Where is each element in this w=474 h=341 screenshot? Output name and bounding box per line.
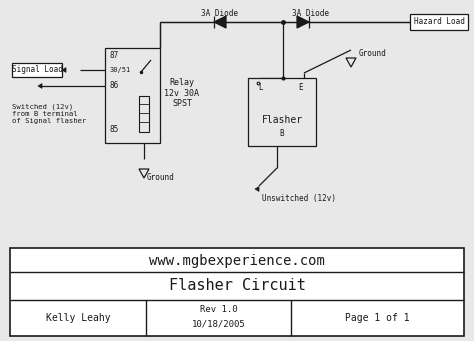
Bar — [105, 48, 160, 143]
Polygon shape — [255, 187, 259, 191]
Text: 85: 85 — [110, 125, 119, 134]
Bar — [10, 248, 464, 336]
Bar — [139, 96, 149, 132]
Text: Flasher: Flasher — [262, 115, 302, 125]
Text: Flasher Circuit: Flasher Circuit — [169, 279, 305, 294]
Text: Switched (12v)
from B terminal
of Signal flasher: Switched (12v) from B terminal of Signal… — [12, 104, 86, 124]
Polygon shape — [297, 16, 309, 28]
Polygon shape — [38, 84, 42, 88]
Text: B: B — [279, 130, 283, 138]
Text: 30/51: 30/51 — [110, 67, 131, 73]
Text: Kelly Leahy: Kelly Leahy — [46, 313, 110, 323]
Text: Ground: Ground — [147, 173, 175, 181]
Text: Unswitched (12v): Unswitched (12v) — [262, 193, 336, 203]
Text: 10/18/2005: 10/18/2005 — [192, 320, 246, 328]
Polygon shape — [62, 68, 66, 72]
Text: E: E — [298, 84, 302, 92]
Text: Page 1 of 1: Page 1 of 1 — [346, 313, 410, 323]
Text: Hazard Load: Hazard Load — [413, 17, 465, 27]
Text: 3A Diode: 3A Diode — [292, 9, 329, 17]
Text: Relay
12v 30A
SPST: Relay 12v 30A SPST — [164, 78, 200, 108]
Text: 86: 86 — [110, 81, 119, 90]
Text: Signal Load: Signal Load — [11, 65, 63, 74]
Bar — [12, 63, 62, 77]
Bar — [410, 14, 468, 30]
Text: Ground: Ground — [359, 48, 387, 58]
Text: Rev 1.0: Rev 1.0 — [200, 306, 237, 314]
Text: www.mgbexperience.com: www.mgbexperience.com — [149, 254, 325, 268]
Polygon shape — [214, 16, 226, 28]
Text: L: L — [258, 84, 263, 92]
Bar — [248, 78, 316, 146]
Text: 3A Diode: 3A Diode — [201, 9, 238, 17]
Text: 87: 87 — [110, 51, 119, 60]
